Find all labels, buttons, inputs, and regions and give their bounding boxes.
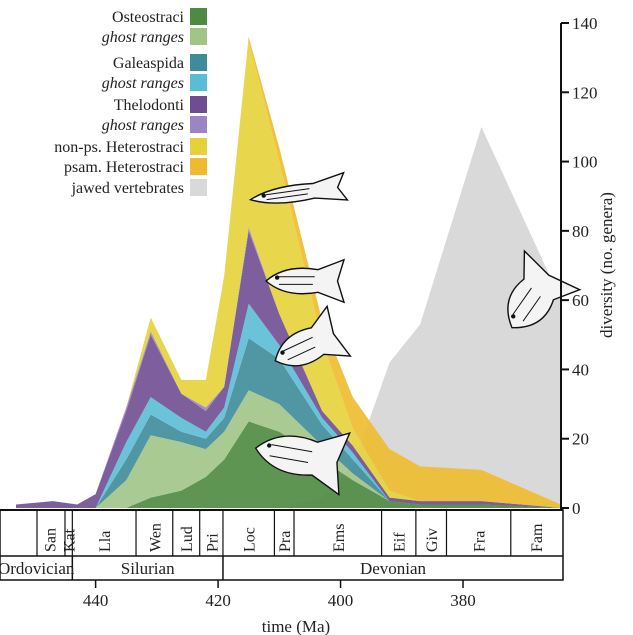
x-tick-label-440: 440 [83,591,109,610]
period-label-devonian: Devonian [360,559,427,578]
period-label-silurian: Silurian [121,559,175,578]
y-tick-label-120: 120 [572,83,598,102]
osteostracan-fish-icon-body [254,431,351,497]
y-tick-label-60: 60 [572,291,589,310]
timescale-frame [0,509,564,581]
legend-label-jawed-vertebrates-8: jawed vertebrates [71,180,184,197]
stage-label-fra: Fra [472,531,489,552]
anaspid-fish-icon [264,258,346,304]
stage-label-pra: Pra [277,531,294,552]
galeaspid-fish-icon-detail [283,336,316,361]
area-ghost-ranges-1 [16,390,561,508]
legend-label-psam-heterostraci-7: psam. Heterostraci [64,159,185,176]
stage-label-eif: Eif [392,532,409,552]
legend-label-galeaspida-2: Galeaspida [113,55,184,72]
osteostracan-fish-icon [254,431,351,497]
stage-label-kat: Kat [62,528,79,552]
legend-label-non-ps-heterostraci-6: non-ps. Heterostraci [54,139,184,156]
legend-swatch-ghost-ranges-5 [190,116,207,133]
heterostracan-fish-icon-detail [265,188,310,201]
osteostracan-fish-icon-eye [267,443,272,448]
legend-swatch-psam-heterostraci-7 [190,158,207,175]
legend-swatch-ghost-ranges-1 [190,28,207,45]
heterostracan-fish-icon [248,171,349,204]
y-tick-label-80: 80 [572,222,589,241]
anaspid-fish-icon-body [264,258,346,304]
galeaspid-fish-icon-body [274,304,352,367]
geologic-timescale: San Kat Lla Wen Lud Pri Loc Pra Ems Eif Giv Fra Fam O… [0,509,564,581]
anaspid-fish-icon-eye [274,275,280,280]
y-tick-label-100: 100 [572,153,598,172]
legend-swatch-osteostraci-0 [190,8,207,25]
heterostracan-fish-icon-body [248,171,349,204]
x-tick-label-420: 420 [205,591,231,610]
stage-label-loc: Loc [242,527,259,552]
galeaspid-fish-icon-eye [280,350,285,355]
legend: Osteostraci ghost ranges Galeaspida ghost r… [54,8,207,197]
placoderm-fish-icon [507,249,582,329]
legend-label-osteostraci-0: Osteostraci [112,9,185,26]
legend-swatch-ghost-ranges-3 [190,74,207,91]
x-tick-label-380: 380 [450,591,476,610]
legend-label-thelodonti-4: Thelodonti [114,97,185,114]
stage-label-lla: Lla [97,531,114,552]
y-axis-label: diversity (no. genera) [597,192,616,338]
legend-swatch-thelodonti-4 [190,96,207,113]
x-tick-label-400: 400 [328,591,354,610]
heterostracan-fish-icon-eye [261,193,266,198]
legend-swatch-jawed-vertebrates-8 [190,179,207,196]
galeaspid-fish-icon [274,304,352,367]
stage-label-giv: Giv [424,528,441,552]
placoderm-fish-icon-eye [511,314,516,319]
fish-silhouettes [248,171,582,497]
anaspid-fish-icon-detail [279,276,315,285]
y-tick-label-40: 40 [572,360,589,379]
y-tick-label-140: 140 [572,14,598,33]
stage-label-lud: Lud [179,526,196,552]
osteostracan-fish-icon-detail [269,444,313,463]
legend-swatch-non-ps-heterostraci-6 [190,138,207,155]
x-axis-label: time (Ma) [262,617,330,635]
legend-label-ghost-ranges-1: ghost ranges [102,29,184,46]
y-tick-label-0: 0 [572,499,581,518]
legend-label-ghost-ranges-3: ghost ranges [102,75,184,92]
period-label-ordovician: Ordovician [0,559,75,578]
legend-label-ghost-ranges-5: ghost ranges [102,117,184,134]
placoderm-fish-icon-body [507,249,582,329]
stage-label-fam: Fam [529,523,546,552]
legend-swatch-galeaspida-2 [190,54,207,71]
stage-label-pri: Pri [204,533,221,552]
placoderm-fish-icon-detail [512,287,541,322]
stage-label-wen: Wen [147,523,164,552]
y-tick-label-20: 20 [572,430,589,449]
stage-label-ems: Ems [331,524,348,552]
stage-label-san: San [43,528,60,552]
area-jawed-vertebrates [16,126,561,508]
